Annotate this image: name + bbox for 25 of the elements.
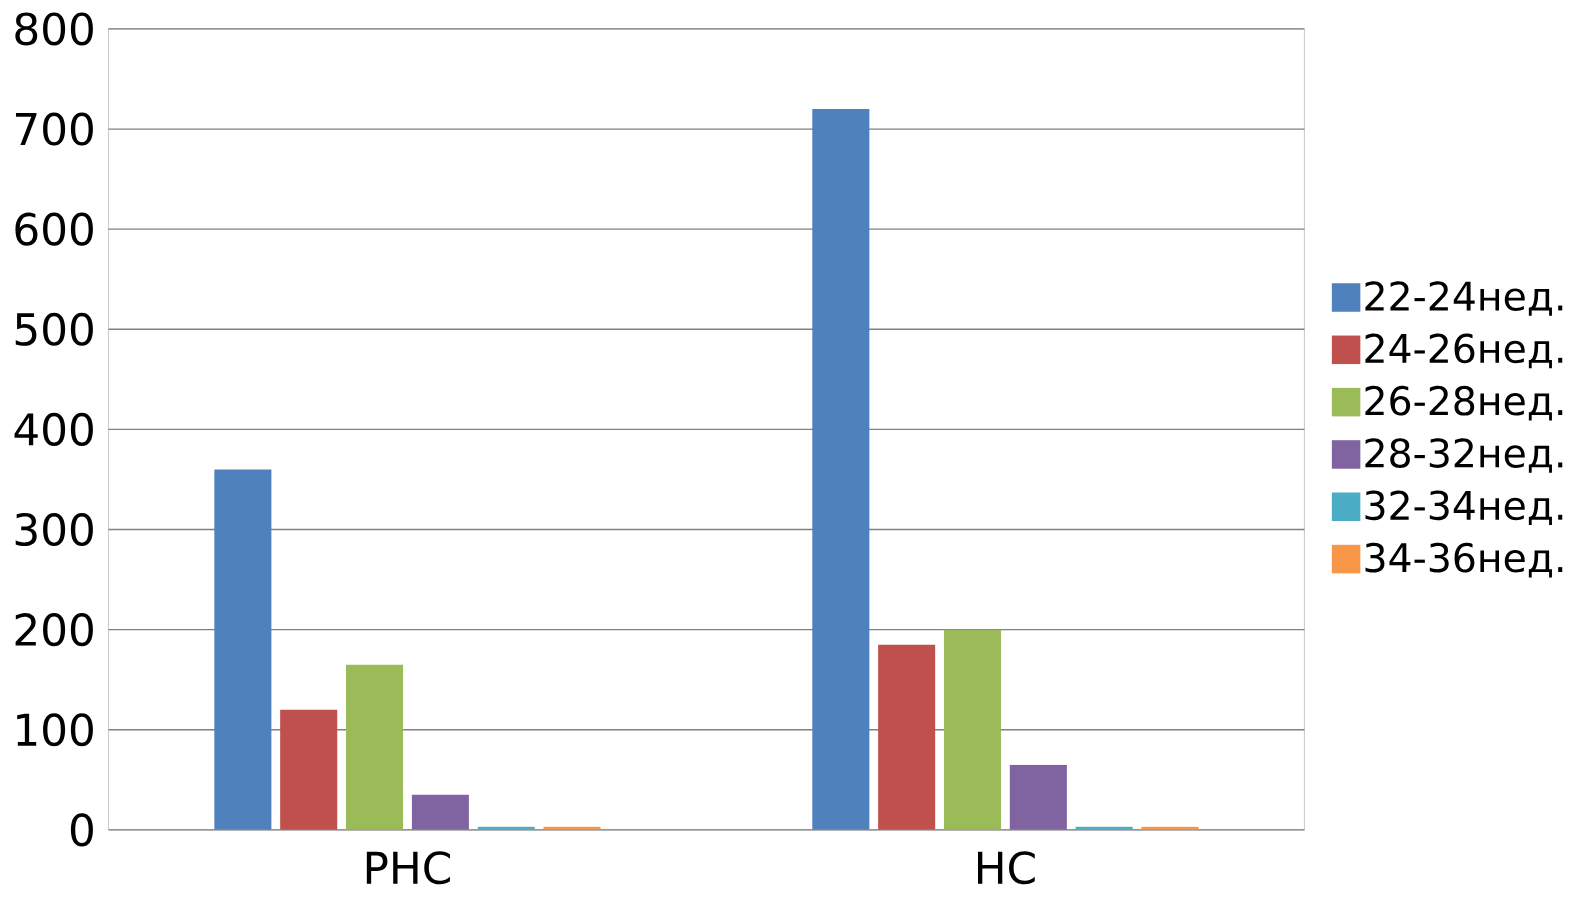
y-tick-label: 800 xyxy=(15,12,93,46)
y-tick-label: 100 xyxy=(17,713,93,747)
bar xyxy=(411,794,469,830)
y-tick-label: 700 xyxy=(15,112,93,146)
legend-label: 34-36нед. xyxy=(1365,542,1563,578)
y-tick-label: 300 xyxy=(15,513,93,547)
bar xyxy=(878,644,936,830)
bar xyxy=(812,109,870,830)
bar xyxy=(1009,764,1067,830)
legend-label: 28-32нед. xyxy=(1365,438,1563,473)
y-tick-label: 500 xyxy=(15,312,93,346)
y-tick-label: 600 xyxy=(15,212,93,246)
legend-label: 32-34нед. xyxy=(1365,490,1563,526)
legend-label: 26-28нед. xyxy=(1365,385,1563,421)
y-tick-label: 200 xyxy=(15,613,93,647)
legend-label: 22-24нед. xyxy=(1365,281,1563,316)
bar xyxy=(280,709,338,830)
x-tick-label: РНС xyxy=(366,851,450,885)
legend-label: 24-26нед. xyxy=(1365,333,1563,369)
bar xyxy=(346,664,404,830)
bar xyxy=(214,469,272,830)
y-tick-label: 0 xyxy=(70,813,93,847)
bar xyxy=(943,629,1002,830)
x-tick-label: НС xyxy=(978,851,1035,885)
y-tick-label: 400 xyxy=(14,412,93,447)
